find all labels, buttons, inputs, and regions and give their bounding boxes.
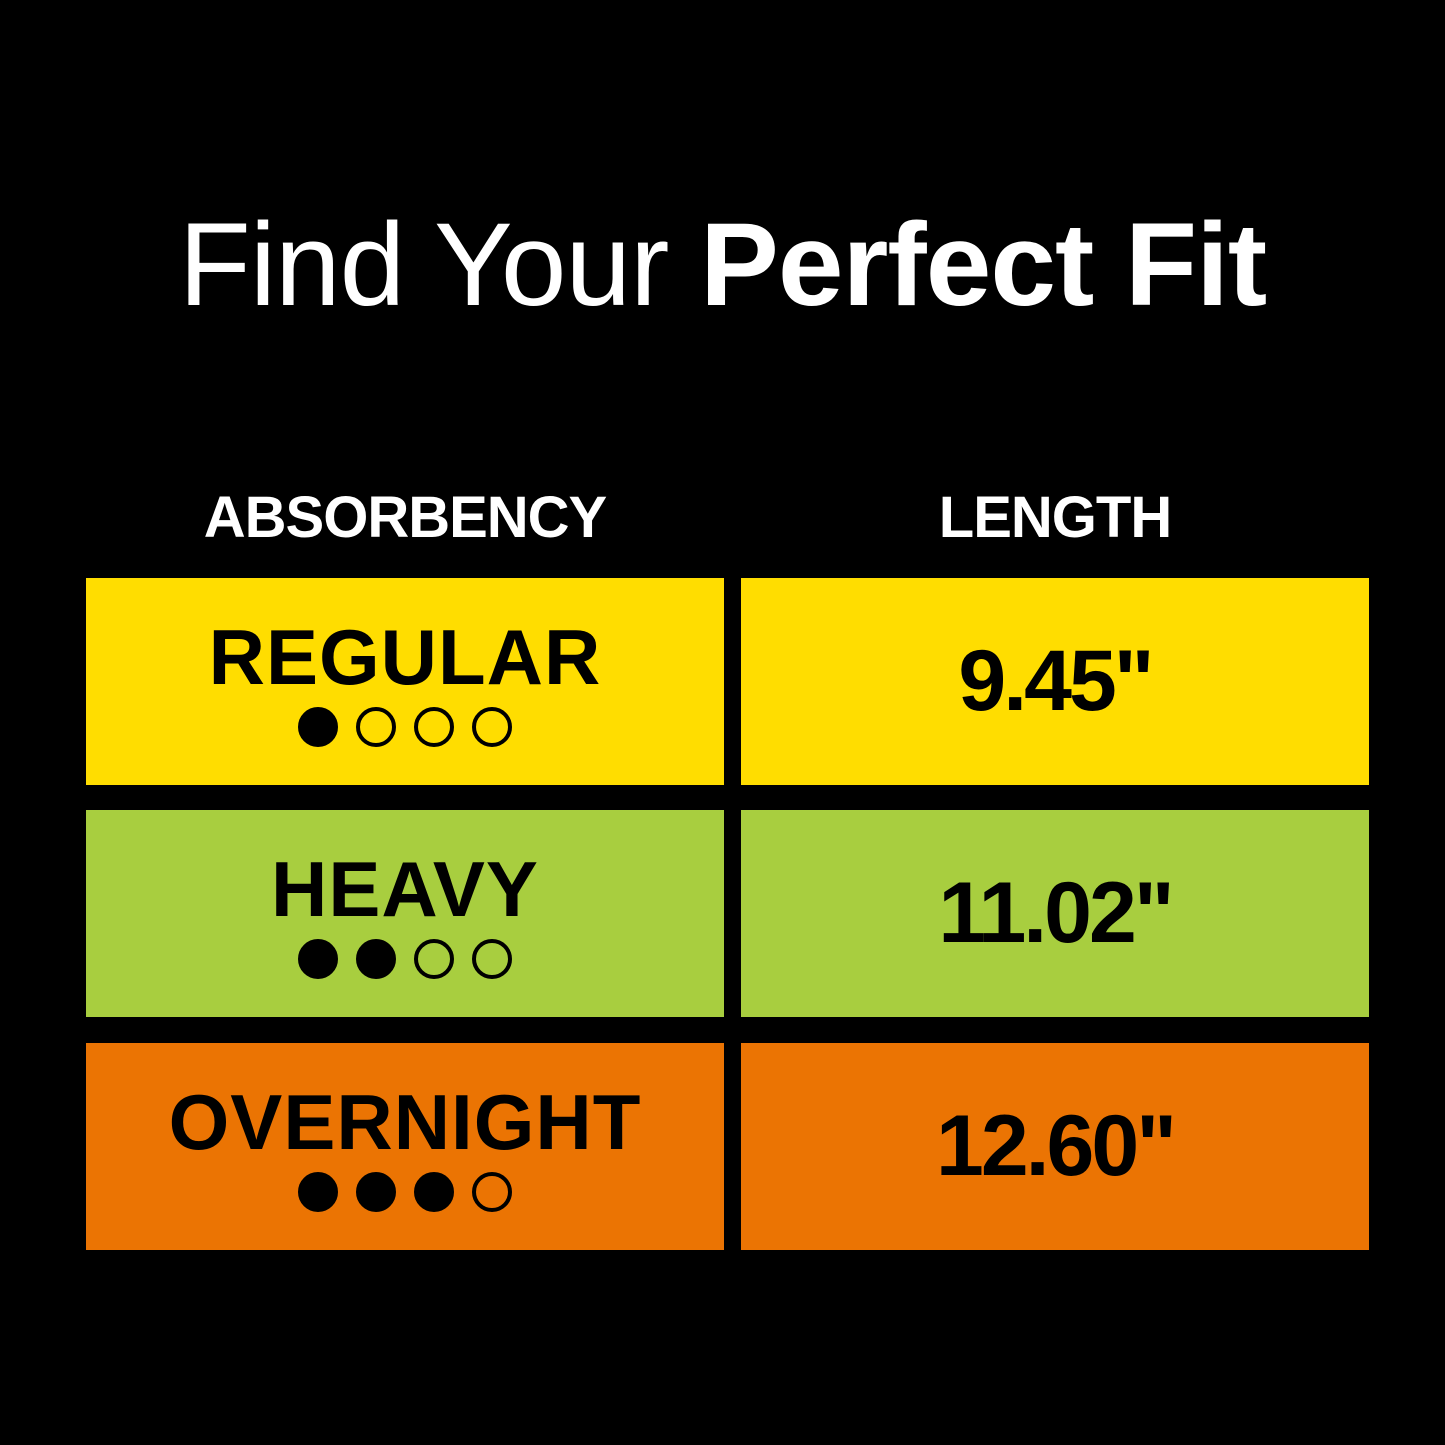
absorbency-level-dots [298,938,512,979]
page-title: Find Your Perfect Fit [0,195,1445,335]
length-cell: 12.60" [741,1043,1369,1250]
length-value: 9.45" [958,633,1154,729]
absorbency-cell: REGULAR [86,578,724,785]
title-bold: Perfect Fit [700,199,1267,331]
absorbency-level-dots [298,1171,512,1212]
absorbency-label: REGULAR [208,612,602,701]
absorbency-cell: OVERNIGHT [86,1043,724,1250]
absorbency-level-dots [298,706,512,747]
absorbency-cell: HEAVY [86,810,724,1017]
empty-dot-icon [414,938,454,979]
length-cell: 9.45" [741,578,1369,785]
empty-dot-icon [472,938,512,979]
filled-dot-icon [298,938,338,979]
absorbency-header: ABSORBENCY [203,485,608,550]
empty-dot-icon [472,706,512,747]
filled-dot-icon [298,1171,338,1212]
filled-dot-icon [298,706,338,747]
absorbency-label: OVERNIGHT [168,1077,642,1166]
empty-dot-icon [356,706,396,747]
empty-dot-icon [414,706,454,747]
length-header: LENGTH [938,485,1172,550]
empty-dot-icon [472,1171,512,1212]
title-light: Find Your [178,199,701,331]
length-cell: 11.02" [741,810,1369,1017]
filled-dot-icon [414,1171,454,1212]
filled-dot-icon [356,1171,396,1212]
absorbency-label: HEAVY [271,844,539,933]
length-value: 11.02" [938,865,1174,961]
filled-dot-icon [356,938,396,979]
length-value: 12.60" [936,1098,1177,1194]
